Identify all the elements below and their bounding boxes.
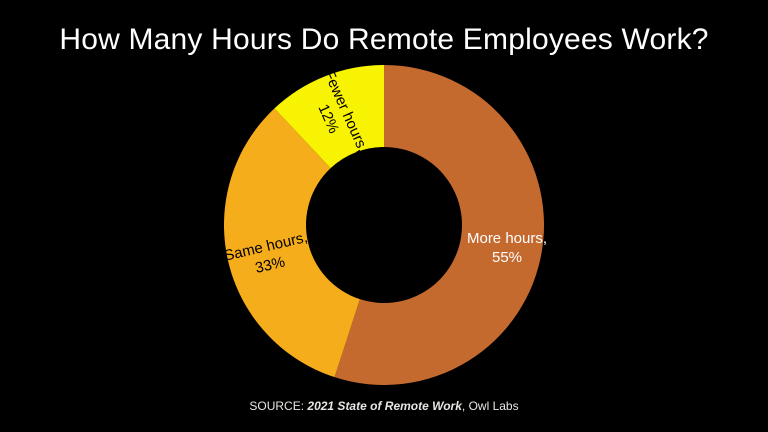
source-citation: 2021 State of Remote Work (307, 399, 462, 413)
donut-segment-fewer-hours (274, 65, 384, 169)
donut-segment-same-hours (224, 108, 360, 378)
source-line: SOURCE: 2021 State of Remote Work, Owl L… (0, 399, 768, 414)
source-suffix: , Owl Labs (461, 399, 519, 413)
donut-segment-more-hours (334, 65, 544, 385)
source-prefix: SOURCE: (249, 399, 308, 413)
segment-label-line2: 55% (491, 249, 523, 266)
chart-title: How Many Hours Do Remote Employees Work? (59, 23, 709, 56)
segment-label-line1: More hours, (466, 230, 548, 247)
segment-label-more-hours: More hours, 55% (467, 229, 547, 267)
